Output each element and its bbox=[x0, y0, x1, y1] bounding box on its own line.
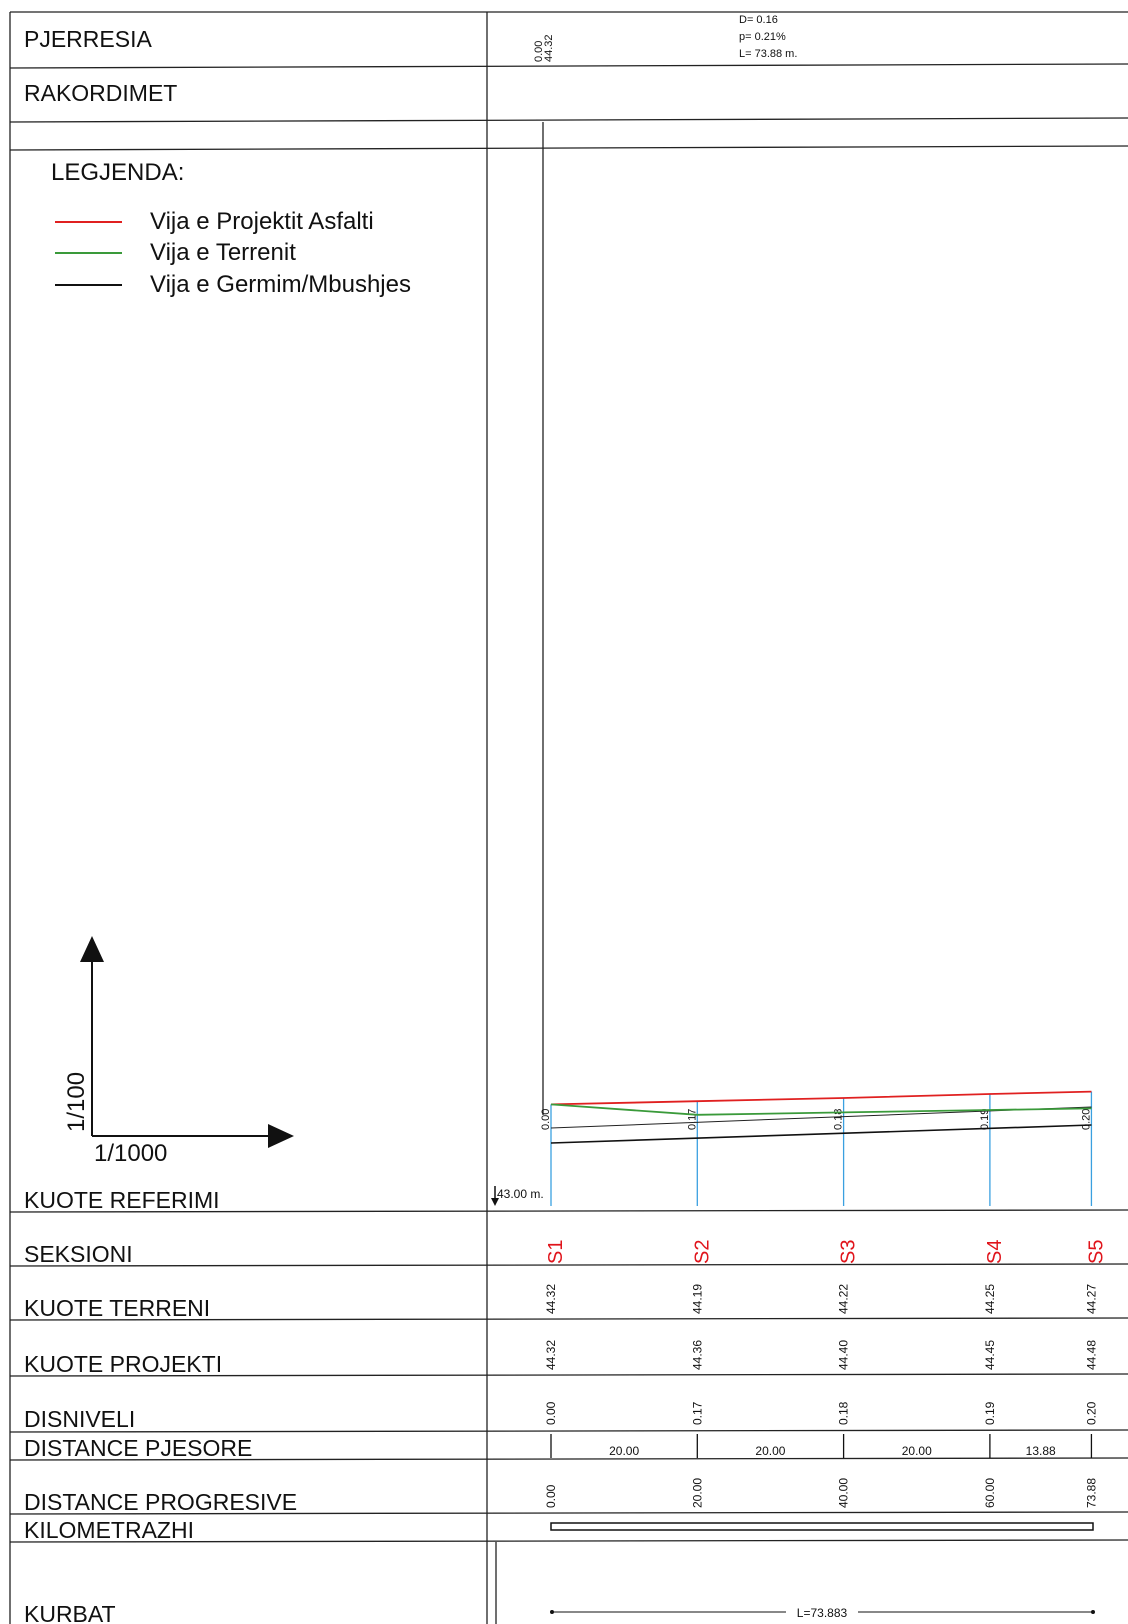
difference-label: 0.17 bbox=[690, 1401, 704, 1425]
progressive-distance-label: 20.00 bbox=[690, 1478, 704, 1508]
chart-diff-label: 0.19 bbox=[979, 1109, 991, 1130]
scale-vertical: 1/100 bbox=[63, 1072, 90, 1132]
project-elev-label: 44.40 bbox=[837, 1340, 851, 1370]
start-value: 0.00 bbox=[533, 41, 545, 62]
section-label: S5 bbox=[1085, 1240, 1107, 1264]
difference-label: 0.18 bbox=[837, 1401, 851, 1425]
chart-layer: 0.00 S1 44.32 44.32 0.00 0.00 0.17 S2 44.19 44.36… bbox=[540, 1090, 1107, 1508]
chart-diff-label: 0.00 bbox=[540, 1109, 552, 1130]
curve-start-dot bbox=[550, 1610, 554, 1614]
legend-item-terrain: Vija e Terrenit bbox=[150, 239, 296, 266]
arrow-up-icon bbox=[80, 936, 104, 962]
row-kuote-referimi: KUOTE REFERIMI bbox=[24, 1187, 220, 1213]
rakordimet-label: RAKORDIMET bbox=[24, 80, 177, 106]
section-label: S4 bbox=[984, 1240, 1006, 1264]
curve-end-dot bbox=[1091, 1610, 1095, 1614]
row-kurbat: KURBAT bbox=[24, 1601, 116, 1624]
legend-item-cutfill: Vija e Germim/Mbushjes bbox=[150, 271, 411, 298]
difference-label: 0.19 bbox=[983, 1401, 997, 1425]
slope-d: D= 0.16 bbox=[739, 14, 778, 26]
chart-diff-label: 0.18 bbox=[833, 1109, 845, 1130]
scale-arrows bbox=[80, 936, 294, 1148]
chart-diff-label: 0.17 bbox=[686, 1109, 698, 1130]
row-distance-progresive: DISTANCE PROGRESIVE bbox=[24, 1489, 297, 1515]
project-elev-label: 44.36 bbox=[690, 1340, 704, 1370]
row-kilometrazhi: KILOMETRAZHI bbox=[24, 1517, 194, 1543]
reference-value: 43.00 m. bbox=[497, 1187, 544, 1201]
row-seksioni: SEKSIONI bbox=[24, 1241, 133, 1267]
terrain-elev-label: 44.19 bbox=[690, 1284, 704, 1314]
row-kuote-projekti: KUOTE PROJEKTI bbox=[24, 1351, 222, 1377]
section-label: S1 bbox=[545, 1240, 567, 1264]
difference-label: 0.20 bbox=[1084, 1401, 1098, 1425]
terrain-elev-label: 44.22 bbox=[837, 1284, 851, 1314]
project-elev-label: 44.48 bbox=[1084, 1340, 1098, 1370]
scale-horizontal: 1/1000 bbox=[94, 1140, 167, 1167]
slope-l: L= 73.88 m. bbox=[739, 48, 797, 60]
terrain-elev-label: 44.27 bbox=[1084, 1284, 1098, 1314]
pjerresia-label: PJERRESIA bbox=[24, 26, 152, 52]
legend-item-project: Vija e Projektit Asfalti bbox=[150, 208, 374, 235]
kilometrazhi-bar bbox=[550, 1522, 1094, 1531]
progressive-distance-label: 60.00 bbox=[983, 1478, 997, 1508]
frame-lines bbox=[9, 11, 1128, 1624]
cutfill-line bbox=[550, 1124, 1092, 1144]
partial-distance-label: 20.00 bbox=[755, 1444, 785, 1458]
project-line bbox=[550, 1090, 1092, 1106]
section-label: S2 bbox=[691, 1240, 713, 1264]
row-distance-pjesore: DISTANCE PJESORE bbox=[24, 1435, 252, 1461]
terrain-elev-label: 44.25 bbox=[983, 1284, 997, 1314]
difference-label: 0.00 bbox=[544, 1401, 558, 1425]
row-disniveli: DISNIVELI bbox=[24, 1406, 135, 1432]
terrain-elev-label: 44.32 bbox=[544, 1284, 558, 1314]
curve-label-bg bbox=[786, 1602, 858, 1618]
progressive-distance-label: 0.00 bbox=[544, 1484, 558, 1508]
legend-title: LEGJENDA: bbox=[51, 159, 184, 186]
partial-distance-label: 13.88 bbox=[1026, 1444, 1056, 1458]
curve-label: L=73.883 bbox=[797, 1606, 848, 1620]
progressive-distance-label: 40.00 bbox=[837, 1478, 851, 1508]
row-kuote-terreni: KUOTE TERRENI bbox=[24, 1295, 210, 1321]
partial-distance-label: 20.00 bbox=[609, 1444, 639, 1458]
partial-distance-label: 20.00 bbox=[902, 1444, 932, 1458]
arrow-right-icon bbox=[268, 1124, 294, 1148]
reference-arrow-icon bbox=[491, 1198, 499, 1206]
project-elev-label: 44.45 bbox=[983, 1340, 997, 1370]
section-label: S3 bbox=[838, 1240, 860, 1264]
terrain-line bbox=[550, 1103, 1092, 1116]
progressive-distance-label: 73.88 bbox=[1084, 1478, 1098, 1508]
start-elevation: 44.32 bbox=[543, 34, 555, 62]
slope-p: p= 0.21% bbox=[739, 31, 786, 43]
project-elev-label: 44.32 bbox=[544, 1340, 558, 1370]
chart-diff-label: 0.20 bbox=[1080, 1109, 1092, 1130]
